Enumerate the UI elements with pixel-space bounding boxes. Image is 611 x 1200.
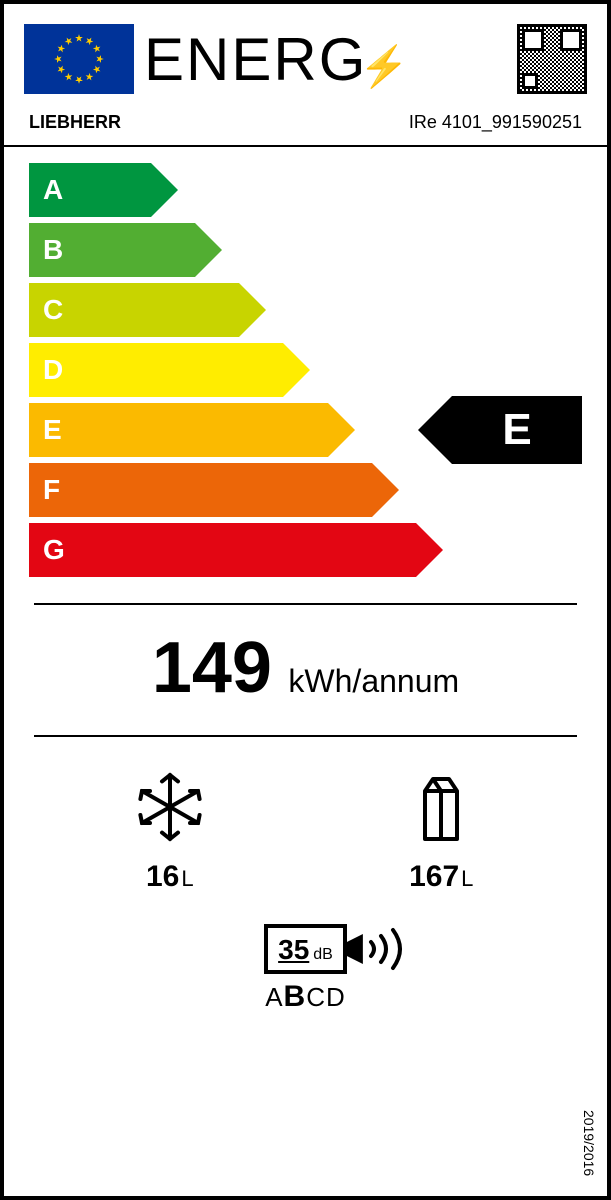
qr-code-icon — [517, 24, 587, 94]
header: ★ ★ ★ ★ ★ ★ ★ ★ ★ ★ ★ ★ ENERG⚡ — [4, 4, 607, 104]
fridge-unit: L — [461, 866, 473, 891]
freezer-compartment: 16L — [34, 767, 306, 894]
model-label: IRe 4101_991590251 — [409, 112, 582, 133]
efficiency-row-a: A — [29, 163, 582, 217]
consumption-unit: kWh/annum — [288, 663, 459, 700]
noise-value: 35 — [278, 934, 309, 966]
milk-carton-icon — [401, 767, 481, 847]
energy-title: ENERG⚡ — [144, 25, 507, 94]
noise-section: 35 dB ABCD — [4, 914, 607, 1034]
efficiency-bar: G — [29, 523, 416, 577]
snowflake-icon — [130, 767, 210, 847]
rating-pointer: E — [452, 396, 582, 464]
efficiency-bar: E — [29, 403, 328, 457]
efficiency-row-d: D — [29, 343, 582, 397]
freezer-value: 16 — [146, 860, 179, 893]
efficiency-scale: ABCDEFGE — [4, 147, 607, 603]
noise-class-c: C — [306, 982, 326, 1012]
efficiency-bar: D — [29, 343, 283, 397]
consumption-value: 149 — [152, 627, 272, 709]
noise-class-b: B — [284, 980, 307, 1013]
efficiency-bar: C — [29, 283, 239, 337]
efficiency-bar: F — [29, 463, 372, 517]
efficiency-row-g: G — [29, 523, 582, 577]
efficiency-bar: A — [29, 163, 151, 217]
regulation-label: 2019/2016 — [581, 1110, 597, 1176]
freezer-unit: L — [181, 866, 193, 891]
efficiency-row-b: B — [29, 223, 582, 277]
efficiency-row-f: F — [29, 463, 582, 517]
noise-class-d: D — [326, 982, 346, 1012]
consumption-section: 149 kWh/annum — [4, 605, 607, 735]
compartments-section: 16L 167L — [4, 737, 607, 914]
noise-box: 35 dB — [264, 924, 347, 974]
noise-unit: dB — [313, 946, 333, 964]
fridge-compartment: 167L — [306, 767, 578, 894]
brand-label: LIEBHERR — [29, 112, 121, 133]
efficiency-row-c: C — [29, 283, 582, 337]
fridge-value: 167 — [409, 860, 459, 893]
bolt-icon: ⚡ — [359, 45, 411, 89]
sound-waves-icon — [367, 924, 409, 974]
product-row: LIEBHERR IRe 4101_991590251 — [4, 104, 607, 147]
efficiency-bar: B — [29, 223, 195, 277]
noise-class-a: A — [265, 982, 283, 1012]
noise-classes: ABCD — [4, 980, 607, 1014]
eu-flag-icon: ★ ★ ★ ★ ★ ★ ★ ★ ★ ★ ★ ★ — [24, 24, 134, 94]
